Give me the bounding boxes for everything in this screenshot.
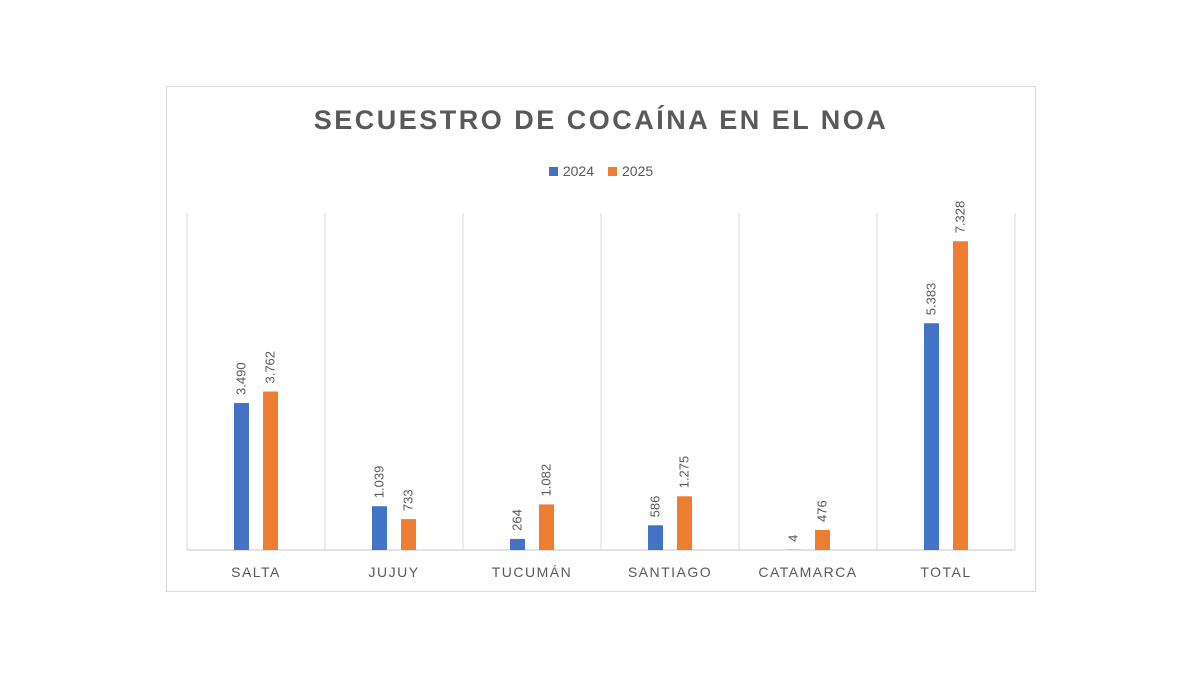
legend-swatch-2024 xyxy=(548,166,558,176)
bar-2024-2 xyxy=(510,538,525,550)
bar-2025-3 xyxy=(677,496,692,550)
data-label-2024-3: 586 xyxy=(648,496,663,518)
data-label-2025-2: 1.082 xyxy=(539,464,554,497)
bar-2025-4 xyxy=(815,529,830,550)
x-tick-label-2: TUCUMÁN xyxy=(492,564,573,580)
legend-label-2025: 2025 xyxy=(622,163,654,179)
x-tick-label-4: CATAMARCA xyxy=(758,564,857,580)
data-label-2025-3: 1.275 xyxy=(677,456,692,489)
bar-2024-5 xyxy=(924,323,939,550)
bar-2024-0 xyxy=(234,402,249,550)
x-tick-label-0: SALTA xyxy=(231,564,281,580)
data-label-2024-0: 3.490 xyxy=(234,362,249,395)
bar-2024-1 xyxy=(372,506,387,550)
bar-2025-5 xyxy=(953,241,968,551)
x-tick-label-3: SANTIAGO xyxy=(628,564,712,580)
plot-area: 3.490 3.762 SALTA 1.039 733 JUJUY 264 1.082 TUCU… xyxy=(186,201,1016,580)
data-label-2024-1: 1.039 xyxy=(372,466,387,499)
data-label-2025-4: 476 xyxy=(815,500,830,522)
data-label-2025-1: 733 xyxy=(401,489,416,511)
legend-label-2024: 2024 xyxy=(562,163,594,179)
legend-item-2025: 2025 xyxy=(608,163,653,179)
bar-2025-1 xyxy=(401,519,416,550)
x-tick-label-1: JUJUY xyxy=(368,564,419,580)
data-label-2025-5: 7.328 xyxy=(953,201,968,234)
bar-2025-0 xyxy=(263,391,278,550)
legend: 2024 2025 xyxy=(167,163,1035,179)
bar-2024-3 xyxy=(648,525,663,550)
chart-title: SECUESTRO DE COCAÍNA EN EL NOA xyxy=(313,105,889,135)
x-tick-label-5: TOTAL xyxy=(920,564,971,580)
bar-2025-2 xyxy=(539,504,554,550)
legend-swatch-2025 xyxy=(608,166,617,176)
data-label-2025-0: 3.762 xyxy=(263,351,278,384)
chart-frame: SECUESTRO DE COCAÍNA EN EL NOA 2024 2025… xyxy=(166,86,1036,592)
data-label-2024-2: 264 xyxy=(510,509,525,531)
data-label-2024-5: 5.383 xyxy=(924,283,939,316)
legend-item-2024: 2024 xyxy=(548,163,594,179)
data-label-2024-4: 4 xyxy=(786,535,801,542)
